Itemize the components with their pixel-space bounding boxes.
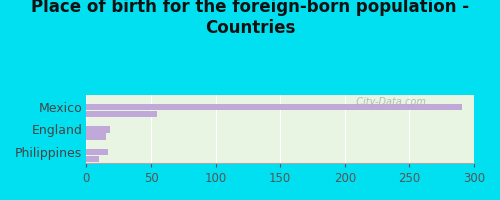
Bar xyxy=(86,133,106,140)
Bar xyxy=(86,104,462,110)
Bar xyxy=(86,156,100,162)
Bar xyxy=(86,149,108,155)
Text: City-Data.com: City-Data.com xyxy=(350,97,426,107)
Bar xyxy=(86,126,110,133)
Text: Place of birth for the foreign-born population -
Countries: Place of birth for the foreign-born popu… xyxy=(31,0,469,37)
Bar xyxy=(86,111,158,117)
